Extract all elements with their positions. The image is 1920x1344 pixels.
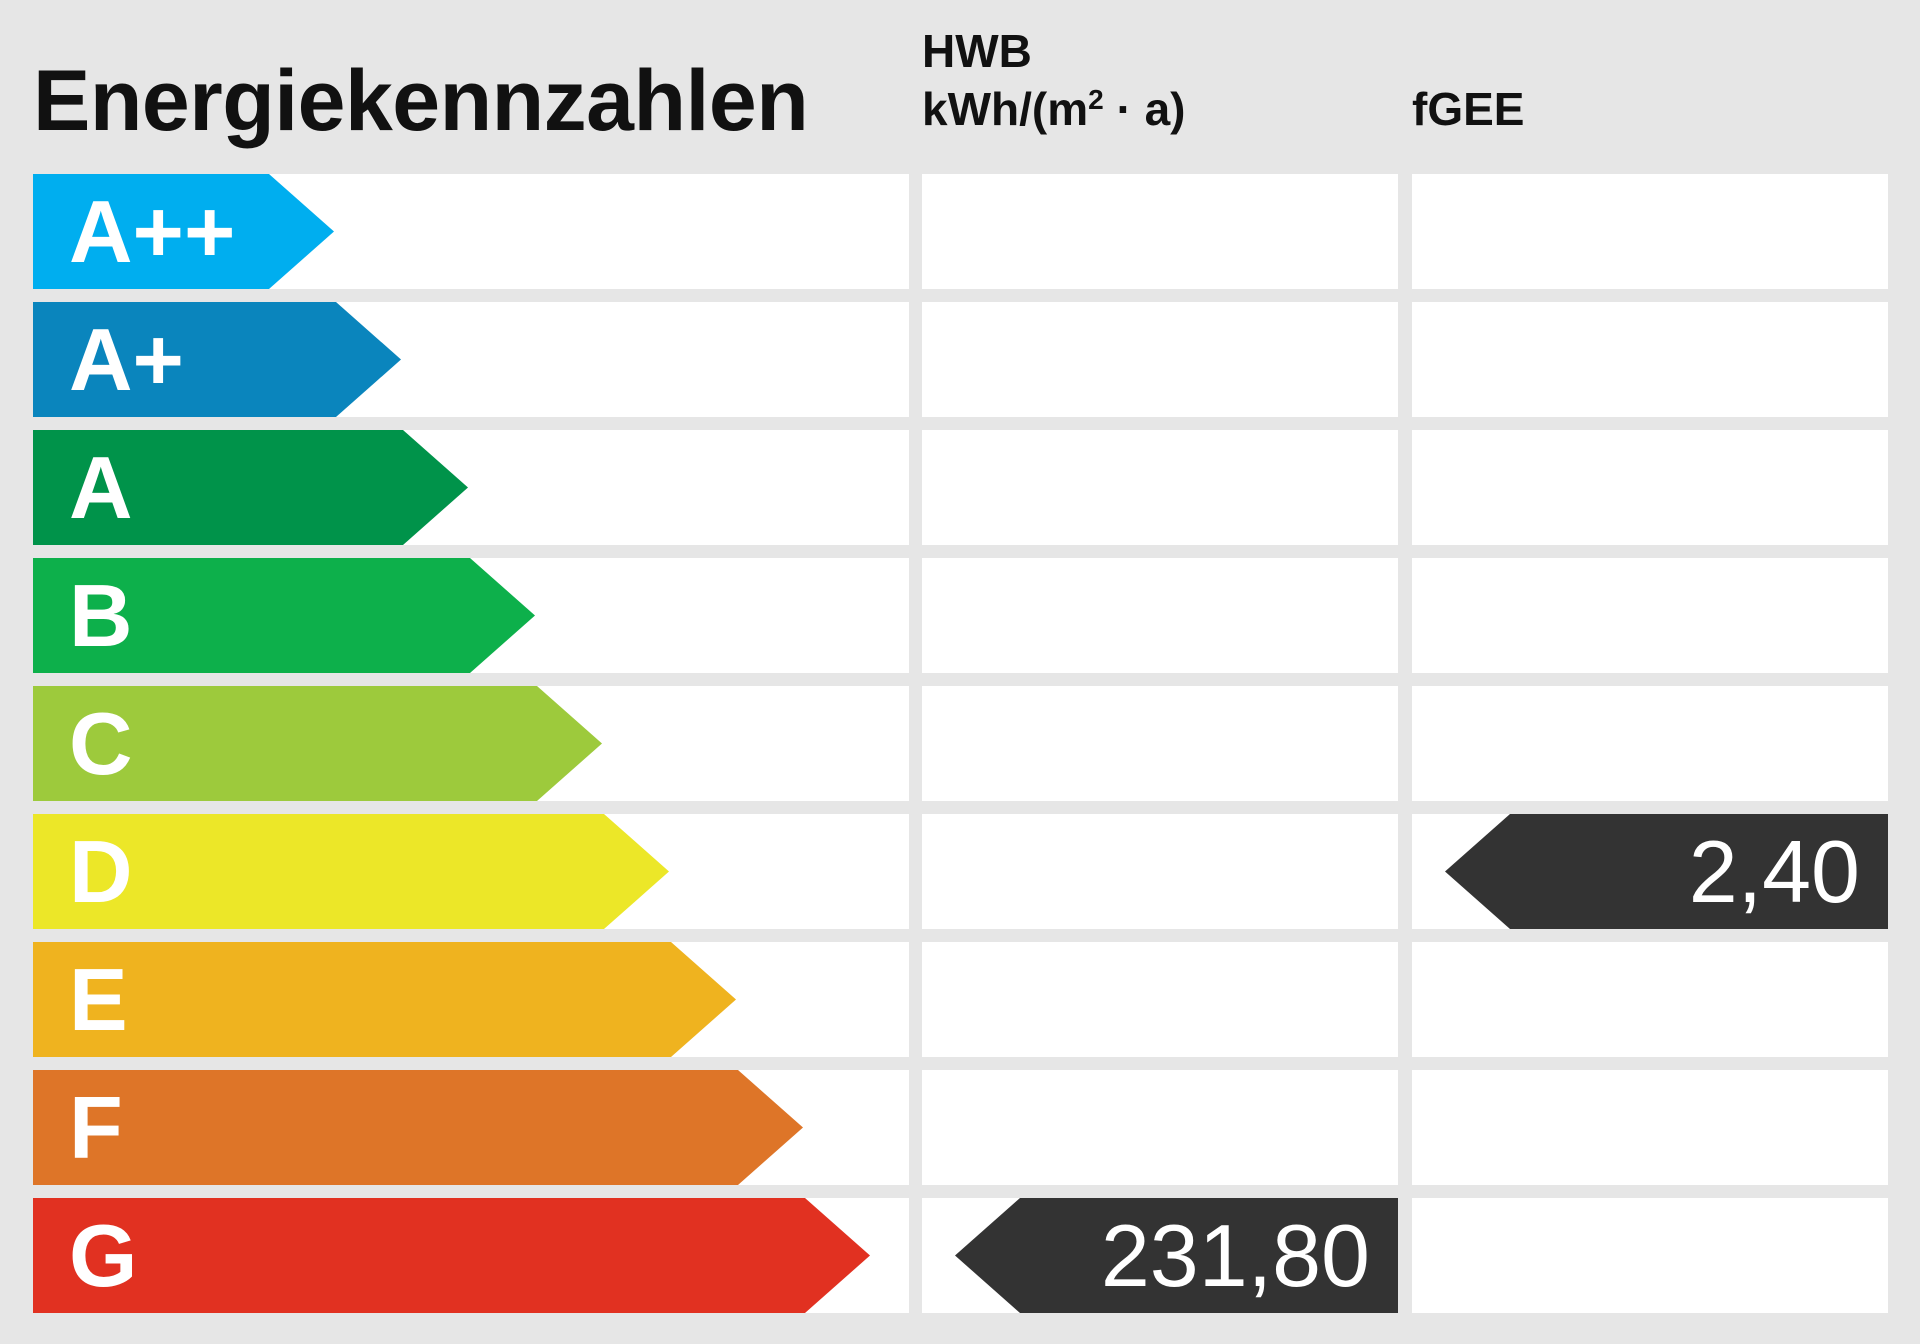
energy-class-arrow: D xyxy=(33,814,669,929)
hwb-cell xyxy=(922,814,1398,929)
energy-class-label: C xyxy=(69,694,133,793)
fgee-cell xyxy=(1412,302,1888,417)
fgee-cell xyxy=(1412,686,1888,801)
energy-class-label: A++ xyxy=(69,182,236,281)
energy-class-arrow: G xyxy=(33,1198,870,1313)
hwb-value-marker: 231,80 xyxy=(955,1198,1398,1313)
energy-class-label: A+ xyxy=(69,310,184,409)
energy-class-label: G xyxy=(69,1206,138,1305)
energy-class-arrow: F xyxy=(33,1070,803,1185)
fgee-value-marker: 2,40 xyxy=(1445,814,1888,929)
fgee-cell xyxy=(1412,174,1888,289)
fgee-cell xyxy=(1412,1070,1888,1185)
fgee-cell xyxy=(1412,942,1888,1057)
fgee-cell xyxy=(1412,558,1888,673)
energy-class-label: B xyxy=(69,566,133,665)
energy-class-arrow: A+ xyxy=(33,302,401,417)
hwb-cell xyxy=(922,430,1398,545)
hwb-unit: kWh/(m2 · a) xyxy=(922,83,1186,135)
energy-class-arrow: C xyxy=(33,686,602,801)
energy-class-arrow: A xyxy=(33,430,468,545)
hwb-cell xyxy=(922,558,1398,673)
energy-class-arrow: E xyxy=(33,942,736,1057)
energy-class-label: D xyxy=(69,822,133,921)
hwb-cell xyxy=(922,942,1398,1057)
page-title: Energiekennzahlen xyxy=(33,53,809,149)
energy-class-arrow: B xyxy=(33,558,535,673)
hwb-cell xyxy=(922,1070,1398,1185)
hwb-value: 231,80 xyxy=(1100,1206,1370,1305)
fgee-cell xyxy=(1412,430,1888,545)
hwb-cell xyxy=(922,302,1398,417)
fgee-cell xyxy=(1412,1198,1888,1313)
hwb-cell xyxy=(922,686,1398,801)
hwb-header: HWB kWh/(m2 · a) xyxy=(922,22,1185,138)
energy-class-arrow: A++ xyxy=(33,174,334,289)
fgee-header: fGEE xyxy=(1412,83,1525,135)
energy-class-label: F xyxy=(69,1078,123,1177)
energy-class-label: A xyxy=(69,438,133,537)
energy-class-label: E xyxy=(69,950,128,1049)
fgee-value: 2,40 xyxy=(1688,822,1860,921)
hwb-label: HWB xyxy=(922,25,1032,77)
hwb-cell xyxy=(922,174,1398,289)
